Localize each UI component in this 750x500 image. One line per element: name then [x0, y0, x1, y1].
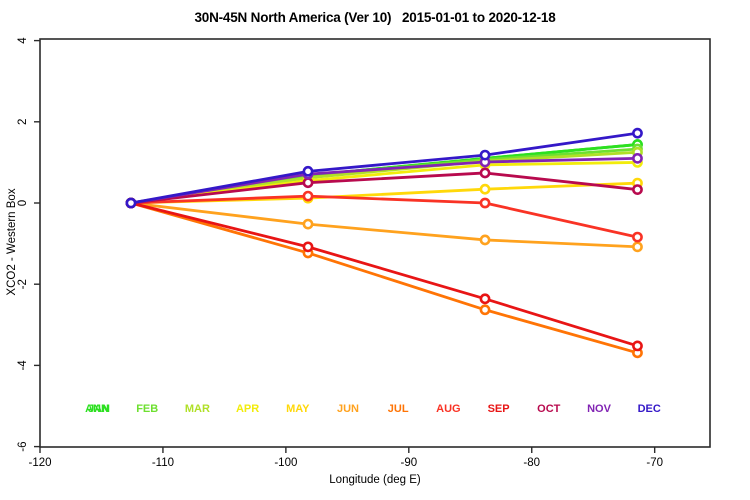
legend-label-ANN: ANN [85, 403, 109, 415]
y-tick-label: 4 [17, 37, 29, 44]
series-point-AUG [479, 197, 491, 209]
y-tick-label: -6 [17, 441, 29, 451]
series-point-DEC [479, 149, 491, 161]
series-point-JUN [632, 241, 643, 253]
y-tick-label: 2 [17, 119, 29, 125]
series-point-AUG [302, 190, 314, 202]
legend-label-JUL: JUL [388, 403, 409, 415]
series-point-AUG [632, 231, 643, 243]
legend-label-MAR: MAR [185, 403, 210, 415]
x-tick-label: -120 [28, 457, 51, 469]
series-line-SEP [129, 201, 639, 348]
series-point-JUN [302, 218, 314, 230]
series-point-DEC [632, 127, 643, 139]
series-point-JUN [479, 234, 491, 246]
legend-label-APR: APR [236, 403, 259, 415]
legend-label-FEB: FEB [136, 403, 158, 415]
plot-frame [39, 38, 711, 448]
x-tick-label: -70 [646, 457, 663, 469]
series-line-JUL [129, 201, 639, 355]
chart-title: 30N-45N North America (Ver 10) 2015-01-0… [194, 10, 556, 25]
legend-label-JAN: JAN [88, 403, 110, 415]
series-point-MAY [479, 183, 491, 195]
series-point-NOV [632, 152, 643, 164]
x-tick-label: -110 [152, 457, 174, 469]
legend-label-JUN: JUN [337, 403, 359, 415]
series-point-OCT [632, 184, 643, 196]
series-point-DEC [125, 197, 137, 209]
y-tick-label: -4 [17, 360, 29, 371]
series-line-DEC [129, 131, 639, 205]
series-line-MAR [129, 150, 639, 205]
x-axis-label: Longitude (deg E) [329, 474, 421, 486]
legend-label-MAY: MAY [286, 403, 310, 415]
x-tick-label: -100 [274, 457, 297, 469]
series-point-OCT [479, 167, 491, 179]
legend-label-DEC: DEC [638, 403, 661, 415]
series-point-OCT [302, 177, 314, 189]
series-line-JUN [129, 201, 639, 249]
legend-label-OCT: OCT [537, 403, 561, 415]
series-point-JUL [479, 304, 491, 316]
x-tick-label: -80 [523, 457, 540, 469]
legend-label-AUG: AUG [436, 403, 460, 415]
x-tick-label: -90 [400, 457, 417, 469]
legend-label-SEP: SEP [488, 403, 510, 415]
series-line-AUG [129, 194, 639, 239]
series-point-SEP [632, 340, 643, 352]
legend-label-NOV: NOV [587, 403, 612, 415]
series-point-SEP [479, 293, 491, 305]
series-point-DEC [302, 165, 314, 177]
y-tick-label: -2 [17, 279, 29, 289]
y-tick-label: 0 [17, 200, 29, 206]
series-line-OCT [129, 171, 639, 205]
series-point-SEP [302, 241, 314, 253]
